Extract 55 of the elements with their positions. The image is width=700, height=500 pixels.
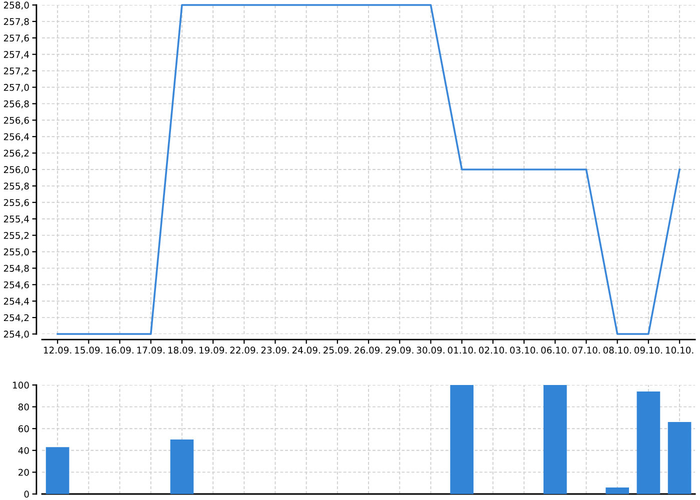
y-tick-label: 60 [18,425,29,432]
y-tick-label: 254,6 [4,281,29,290]
y-tick-label: 256,8 [4,100,29,108]
y-tick-label: 254,8 [4,264,29,273]
x-tick-label: 30.09. [416,346,444,354]
x-tick-label: 26.09. [354,346,382,354]
bar [46,447,70,494]
y-tick-label: 255,6 [4,199,29,207]
y-tick-label: 256,6 [4,116,29,125]
y-tick-label: 255,0 [4,248,29,256]
y-tick-label: 257,0 [4,84,29,92]
x-tick-label: 25.09. [324,346,352,354]
y-tick-label: 255,8 [4,182,29,190]
y-tick-label: 254,4 [4,298,29,306]
x-tick-label: 24.09. [292,346,320,354]
y-tick-label: 255,2 [4,232,29,240]
x-tick-label: 19.09. [199,346,227,354]
y-tick-label: 0 [24,490,29,498]
y-tick-label: 258,0 [4,2,29,10]
y-tick-label: 20 [18,468,29,476]
y-tick-label: 257,8 [4,18,29,26]
x-tick-label: 22.09. [230,346,258,354]
bar [543,385,567,494]
y-tick-label: 257,2 [4,67,29,76]
y-tick-label: 100 [13,382,29,389]
bar [606,487,630,494]
y-tick-label: 255,4 [4,216,29,224]
x-tick-label: 17.09. [137,346,164,354]
bar [450,385,474,494]
y-tick-label: 256,0 [4,166,29,174]
bar [170,440,194,494]
x-tick-label: 01.10. [448,346,476,354]
bar [636,392,660,494]
y-tick-label: 40 [18,447,29,454]
x-tick-label: 18.09. [168,346,196,354]
y-tick-label: 254,2 [4,314,29,322]
y-tick-label: 256,4 [4,133,29,142]
x-tick-label: 02.10. [478,346,507,354]
x-tick-label: 06.10. [541,346,569,354]
x-tick-label: 09.10. [634,346,662,354]
x-tick-label: 08.10. [603,346,631,354]
y-tick-label: 257,6 [4,34,29,42]
bar [668,422,692,494]
x-tick-label: 23.09. [261,346,289,354]
x-tick-label: 15.09. [75,346,102,354]
y-tick-label: 256,2 [4,150,29,158]
x-tick-label: 16.09. [106,346,134,354]
x-tick-label: 12.09. [44,346,72,354]
y-tick-label: 80 [18,403,29,410]
x-tick-label: 10.10. [666,346,694,354]
y-tick-label: 254,0 [4,330,29,339]
x-tick-label: 29.09. [386,346,414,354]
y-tick-label: 257,4 [4,51,29,59]
x-tick-label: 07.10. [572,346,600,354]
x-tick-label: 03.10. [510,346,538,354]
